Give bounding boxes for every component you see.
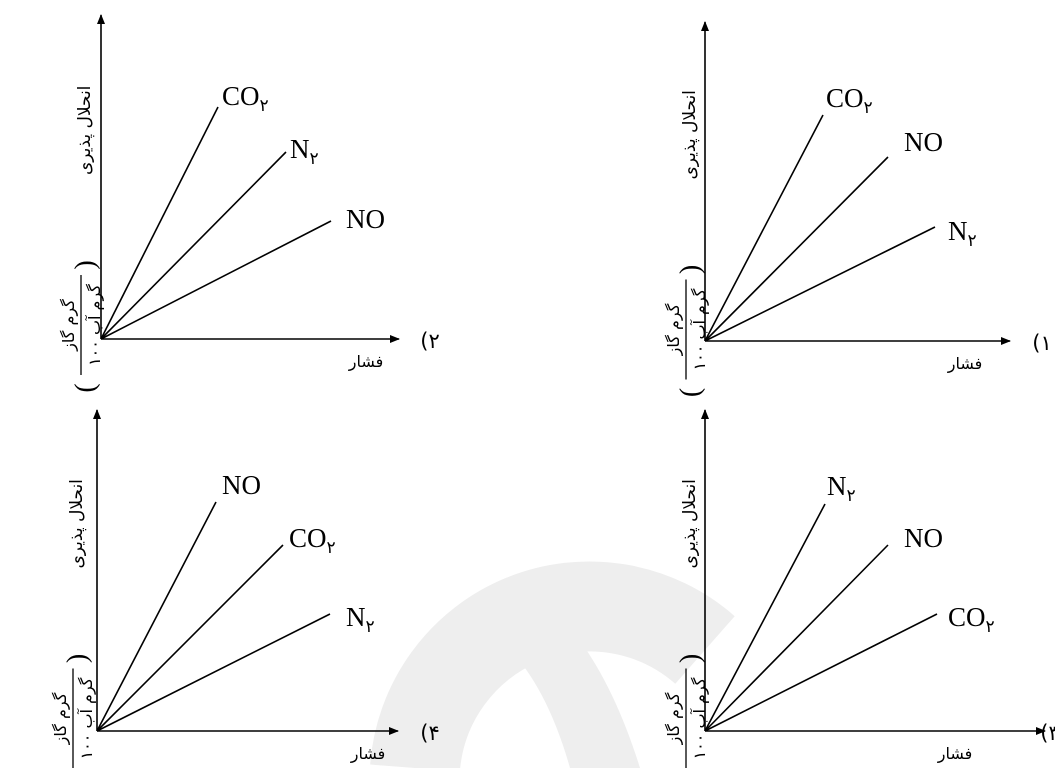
x-axis-label: فشار: [937, 744, 973, 764]
gas-label: NO: [346, 204, 385, 234]
gas-line-no: [704, 544, 889, 732]
paren-right: ): [675, 265, 706, 274]
y-label-numerator: گرم گاز: [664, 303, 684, 356]
x-axis-label: فشار: [348, 352, 384, 372]
gas-line-n2: [704, 503, 826, 732]
panel-1: (۱ فشار گرم گاز ۱۰۰ گرم آب () انحلال پذیری CO۲…: [664, 21, 1052, 397]
y-label-numerator: گرم گاز: [59, 299, 79, 352]
option-number: (۱: [1032, 331, 1051, 355]
panel-2: (۲ فشار گرم گاز ۱۰۰ گرم آب () انحلال پذیری CO۲…: [59, 14, 440, 393]
y-label-denominator: ۱۰۰ گرم آب: [77, 677, 97, 759]
y-label-denominator: ۱۰۰ گرم آب: [85, 284, 105, 366]
gas-line-co2: [704, 114, 824, 342]
gas-label: N۲: [827, 471, 856, 506]
paren-right: ): [70, 260, 101, 269]
paren-left: (: [675, 388, 706, 397]
gas-label: CO۲: [222, 81, 269, 116]
gas-line-n2: [704, 226, 936, 342]
option-number: (۲: [420, 329, 439, 353]
gas-label: N۲: [948, 216, 977, 251]
gas-line-co2: [96, 544, 284, 732]
gas-line-no: [100, 220, 332, 340]
y-label-main: انحلال پذیری: [75, 86, 95, 175]
x-axis-label: فشار: [947, 354, 983, 374]
y-label-main: انحلال پذیری: [680, 479, 700, 568]
gas-label: NO: [904, 523, 943, 553]
gas-label: CO۲: [289, 523, 336, 558]
gas-label: N۲: [290, 134, 319, 169]
option-number: (۴: [420, 721, 439, 745]
paren-left: (: [70, 383, 101, 392]
y-label-denominator: ۱۰۰ گرم آب: [690, 677, 710, 759]
gas-line-no: [704, 156, 889, 342]
gas-label: CO۲: [826, 83, 873, 118]
y-axis-label: گرم گاز ۱۰۰ گرم آب () انحلال پذیری: [59, 86, 105, 393]
y-axis-label: گرم گاز ۱۰۰ گرم آب () انحلال پذیری: [664, 90, 710, 397]
watermark-logo-icon: [370, 561, 735, 768]
paren-right: ): [675, 654, 706, 663]
gas-line-no: [96, 501, 217, 732]
y-label-denominator: ۱۰۰ گرم آب: [690, 288, 710, 370]
paren-right: ): [62, 654, 93, 663]
gas-line-co2: [100, 106, 219, 340]
gas-label: N۲: [346, 602, 375, 637]
x-axis-label: فشار: [350, 744, 386, 764]
y-label-main: انحلال پذیری: [67, 479, 87, 568]
gas-label: NO: [904, 127, 943, 157]
option-number: (۳: [1040, 721, 1055, 745]
gas-line-co2: [704, 613, 938, 732]
gas-label: NO: [222, 470, 261, 500]
gas-label: CO۲: [948, 602, 995, 637]
y-label-numerator: گرم گاز: [664, 692, 684, 745]
gas-line-n2: [96, 613, 331, 732]
y-label-numerator: گرم گاز: [51, 692, 71, 745]
gas-line-n2: [100, 151, 287, 340]
y-label-main: انحلال پذیری: [680, 90, 700, 179]
